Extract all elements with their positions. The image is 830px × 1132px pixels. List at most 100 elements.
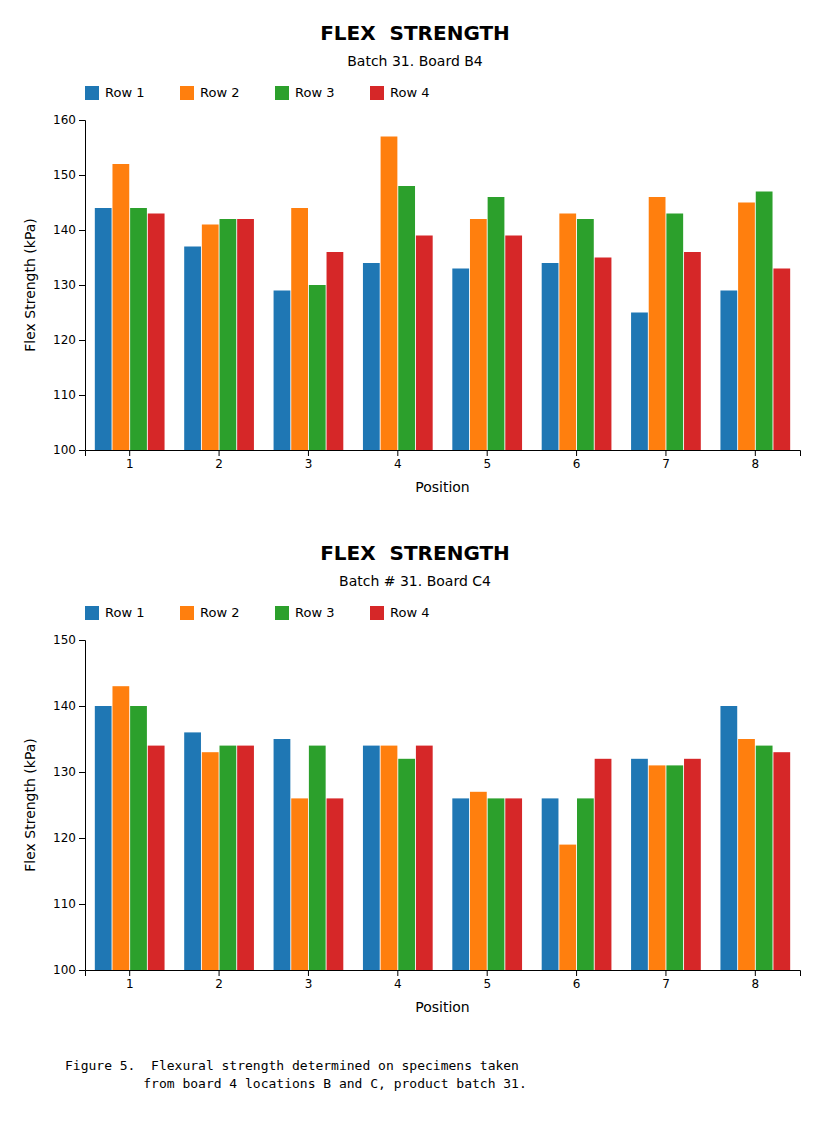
- x-tick: 5: [483, 450, 491, 471]
- tick-mark: [397, 970, 398, 976]
- tick-mark: [79, 838, 85, 839]
- axis-line: [86, 971, 801, 977]
- tick-mark: [308, 450, 309, 456]
- x-tick: 3: [305, 450, 313, 471]
- tick-mark: [665, 450, 666, 456]
- bar: [184, 247, 201, 451]
- chart-panel: FLEX STRENGTHBatch # 31. Board C41234567…: [22, 541, 801, 1015]
- legend-swatch: [85, 606, 99, 620]
- y-tick: 110: [53, 388, 85, 402]
- bar: [112, 164, 129, 450]
- bar: [542, 798, 559, 970]
- tick-mark: [79, 175, 85, 176]
- bar: [505, 236, 522, 451]
- bar-series: [130, 186, 772, 450]
- legend-label: Row 3: [295, 605, 334, 620]
- y-tick: 120: [53, 831, 85, 845]
- x-tick-label: 1: [126, 457, 134, 471]
- y-tick: 130: [53, 765, 85, 779]
- bar: [398, 186, 415, 450]
- legend-item: Row 4: [370, 85, 429, 100]
- legend-swatch: [180, 86, 194, 100]
- tick-mark: [308, 970, 309, 976]
- axis-line: [79, 121, 86, 451]
- x-tick: 6: [573, 970, 581, 991]
- y-tick: 150: [53, 168, 85, 182]
- legend-swatch: [180, 606, 194, 620]
- tick-mark: [79, 970, 85, 971]
- title: FLEX STRENGTH: [320, 21, 510, 45]
- tick-mark: [129, 970, 130, 976]
- legend-swatch: [370, 86, 384, 100]
- bar: [505, 798, 522, 970]
- bar-series: [148, 746, 790, 970]
- tick-mark: [576, 970, 577, 976]
- tick-mark: [219, 970, 220, 976]
- bar-series: [112, 137, 754, 451]
- x-tick-label: 8: [751, 977, 759, 991]
- bar: [95, 208, 112, 450]
- bar: [666, 214, 683, 451]
- legend-label: Row 1: [105, 85, 144, 100]
- bar: [148, 746, 165, 970]
- tick-mark: [79, 395, 85, 396]
- bar: [452, 269, 469, 451]
- bar: [773, 269, 790, 451]
- bar: [220, 219, 237, 450]
- bar: [398, 759, 415, 970]
- bar: [470, 792, 487, 970]
- legend-swatch: [275, 86, 289, 100]
- chart-svg: FLEX STRENGTHBatch 31. Board B4123456781…: [0, 0, 830, 1132]
- bar: [684, 252, 701, 450]
- y-tick-label: 150: [53, 633, 76, 647]
- y-axis: 100110120130140150160: [53, 113, 85, 457]
- bar: [327, 252, 344, 450]
- bar: [738, 739, 755, 970]
- bar: [381, 137, 398, 451]
- x-tick: 8: [751, 970, 759, 991]
- legend-swatch: [85, 86, 99, 100]
- bar: [112, 686, 129, 970]
- tick-mark: [79, 640, 85, 641]
- y-tick-label: 120: [53, 831, 76, 845]
- tick-mark: [129, 450, 130, 456]
- bar: [148, 214, 165, 451]
- tick-mark: [79, 450, 85, 451]
- chart-panel: FLEX STRENGTHBatch 31. Board B4123456781…: [22, 21, 801, 495]
- x-axis: 12345678: [86, 450, 801, 471]
- bar: [416, 746, 433, 970]
- x-tick: 3: [305, 970, 313, 991]
- y-tick: 120: [53, 333, 85, 347]
- tick-mark: [397, 450, 398, 456]
- bar: [720, 291, 737, 451]
- x-tick-label: 4: [394, 977, 402, 991]
- tick-mark: [79, 340, 85, 341]
- y-tick: 110: [53, 897, 85, 911]
- x-axis-title: Position: [415, 479, 470, 495]
- tick-mark: [79, 772, 85, 773]
- x-tick: 4: [394, 970, 402, 991]
- y-axis-title: Flex Strength (kPa): [22, 218, 38, 351]
- bar: [274, 291, 291, 451]
- bar: [237, 746, 254, 970]
- bar: [452, 798, 469, 970]
- tick-mark: [79, 120, 85, 121]
- bars: [95, 686, 790, 970]
- x-axis: 12345678: [86, 970, 801, 991]
- tick-mark: [219, 450, 220, 456]
- bar: [488, 197, 505, 450]
- y-tick: 100: [53, 963, 85, 977]
- tick-mark: [79, 285, 85, 286]
- x-tick-label: 3: [305, 977, 313, 991]
- axis-line: [86, 451, 801, 457]
- tick-mark: [665, 970, 666, 976]
- x-tick-label: 6: [573, 457, 581, 471]
- legend-label: Row 4: [390, 85, 429, 100]
- x-tick-label: 3: [305, 457, 313, 471]
- x-tick: 5: [483, 970, 491, 991]
- y-tick: 160: [53, 113, 85, 127]
- y-tick: 130: [53, 278, 85, 292]
- subtitle: Batch # 31. Board C4: [339, 573, 491, 589]
- legend-label: Row 3: [295, 85, 334, 100]
- bar: [756, 746, 773, 970]
